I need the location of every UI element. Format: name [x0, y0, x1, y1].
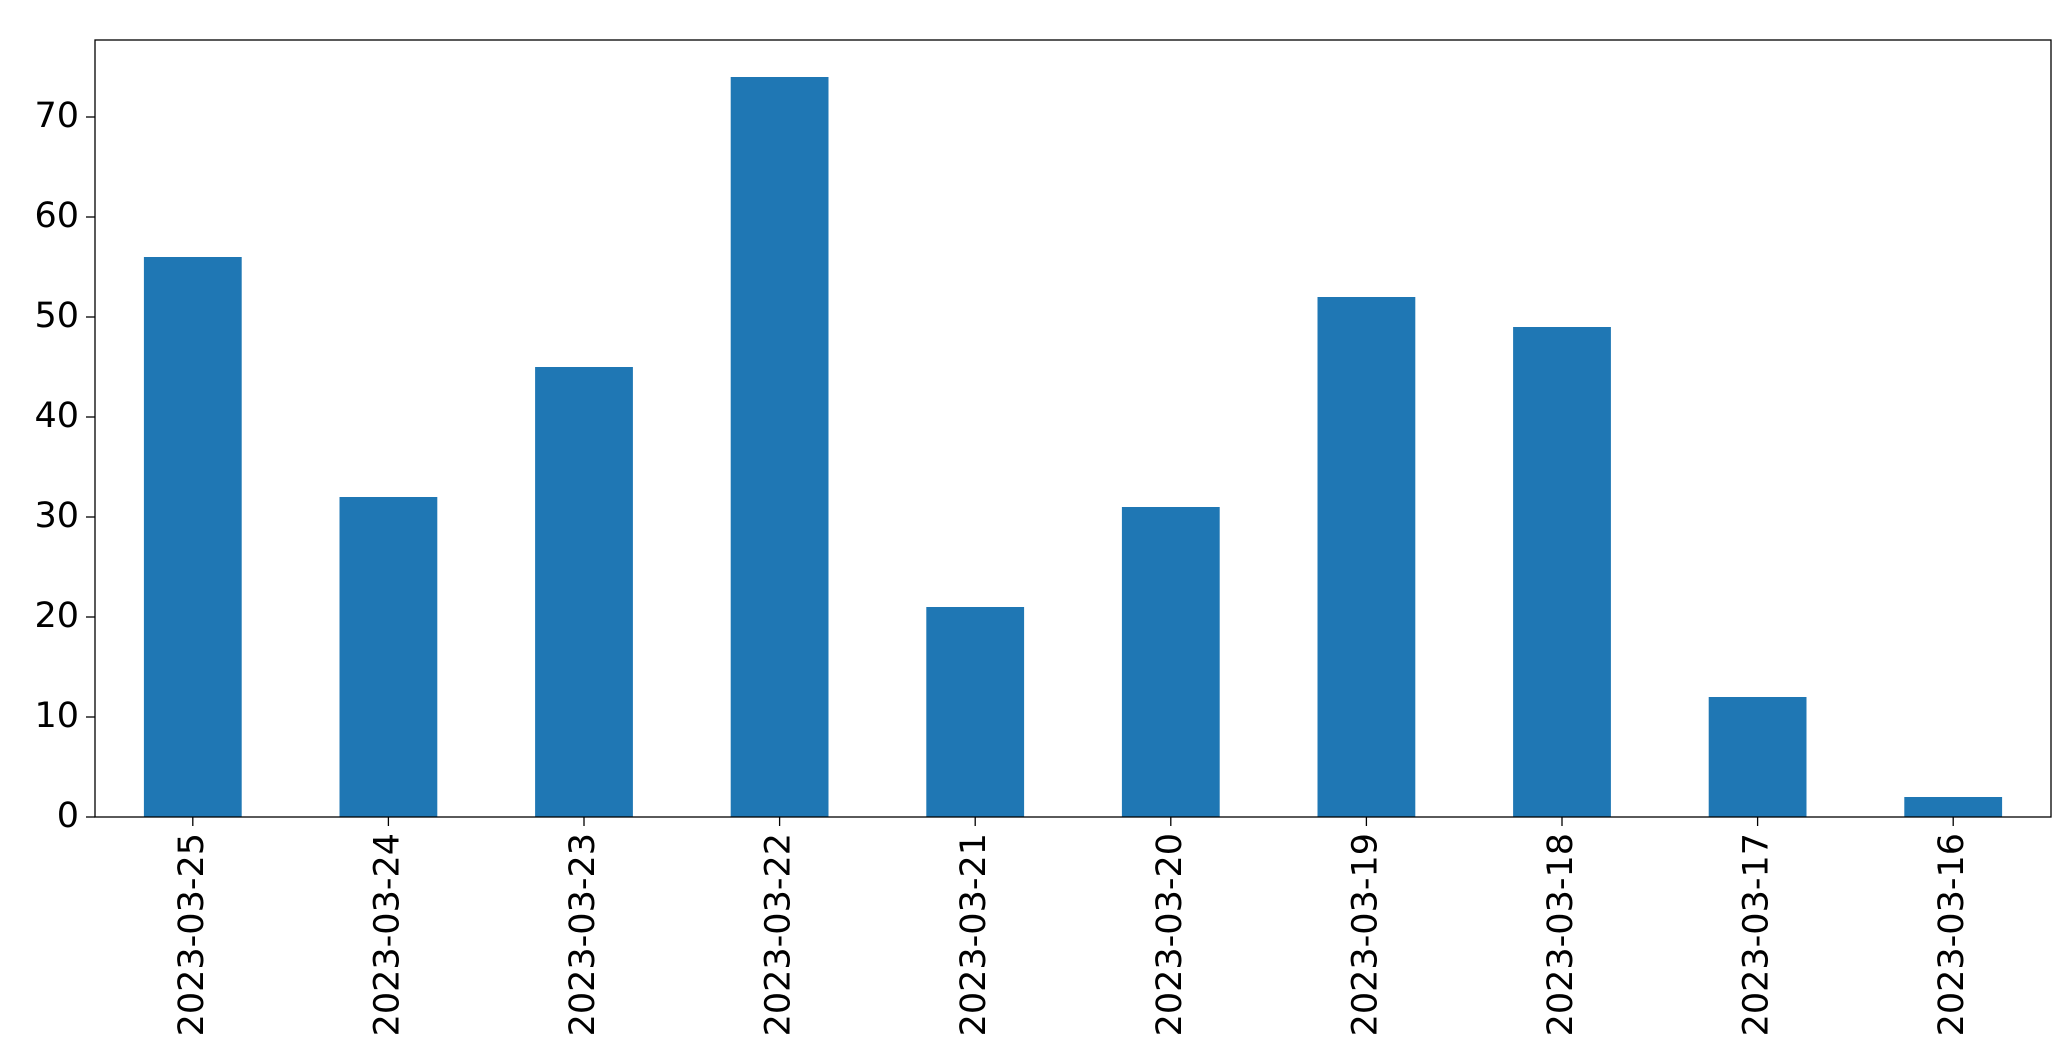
y-tick-label: 70 — [34, 96, 79, 136]
y-tick-label: 60 — [34, 196, 79, 236]
bar — [1121, 507, 1220, 817]
x-tick-label: 2023-03-20 — [1150, 833, 1190, 1036]
x-tick-label: 2023-03-16 — [1932, 833, 1972, 1036]
x-tick-label: 2023-03-22 — [759, 833, 799, 1036]
y-tick-label: 50 — [34, 296, 79, 336]
y-tick-label: 0 — [57, 796, 79, 836]
y-tick-label: 40 — [34, 396, 79, 436]
y-tick-label: 10 — [34, 696, 79, 736]
bar — [1708, 697, 1807, 817]
y-tick-label: 30 — [34, 496, 79, 536]
x-tick-label: 2023-03-18 — [1541, 833, 1581, 1036]
x-tick-label: 2023-03-23 — [563, 833, 603, 1036]
plot-frame — [94, 39, 2052, 818]
x-tick-label: 2023-03-17 — [1737, 833, 1777, 1036]
bar — [1317, 297, 1416, 817]
bar — [730, 77, 829, 817]
bar — [535, 367, 633, 817]
x-tick-label: 2023-03-21 — [954, 833, 994, 1036]
bar — [926, 607, 1025, 817]
bar — [1904, 797, 2003, 817]
bar — [143, 257, 242, 817]
bar — [1513, 327, 1611, 817]
y-tick-label: 20 — [34, 596, 79, 636]
x-tick-label: 2023-03-24 — [367, 833, 407, 1036]
x-tick-label: 2023-03-19 — [1345, 833, 1385, 1036]
bar — [339, 497, 438, 817]
x-tick-label: 2023-03-25 — [172, 833, 212, 1036]
